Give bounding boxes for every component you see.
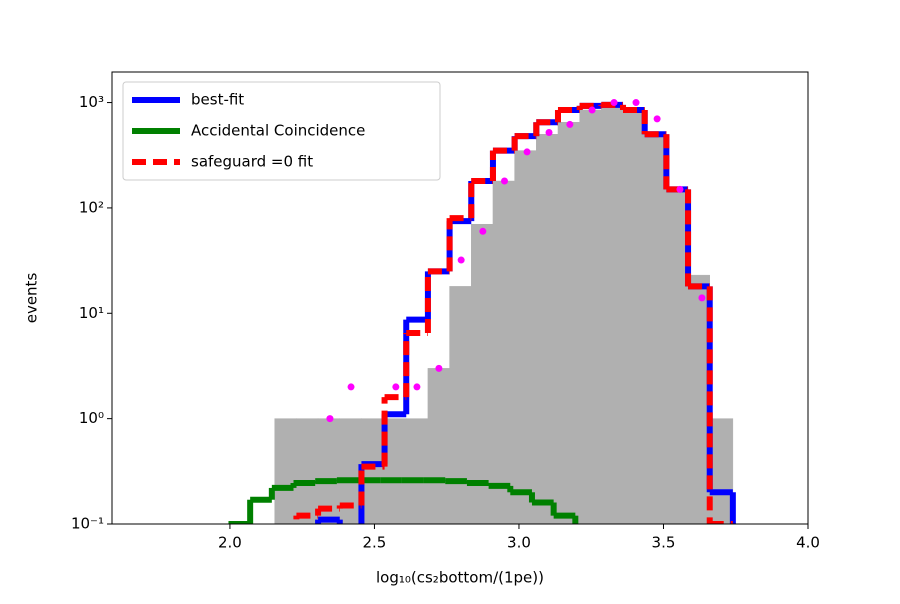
legend: best-fit Accidental Coincidence safeguard … bbox=[122, 81, 441, 181]
x-tick-label: 3.0 bbox=[507, 534, 531, 552]
scatter-point bbox=[435, 364, 443, 372]
scatter-point bbox=[523, 148, 531, 156]
y-tick-label: 10¹ bbox=[79, 304, 104, 322]
x-tick-label: 2.0 bbox=[218, 534, 242, 552]
histogram-bar bbox=[471, 223, 494, 524]
x-tick-label: 4.0 bbox=[796, 534, 820, 552]
scatter-point bbox=[588, 106, 596, 114]
legend-box bbox=[122, 81, 441, 181]
scatter-point bbox=[632, 99, 640, 107]
scatter-point bbox=[501, 177, 509, 185]
histogram-bar bbox=[601, 104, 624, 524]
y-axis-label: events bbox=[23, 273, 41, 324]
histogram-bar bbox=[687, 274, 710, 524]
scatter-point bbox=[545, 128, 553, 136]
histogram-bar bbox=[427, 368, 450, 524]
histogram-bar bbox=[536, 134, 559, 524]
scatter-point bbox=[457, 256, 465, 264]
x-tick-label: 3.5 bbox=[652, 534, 676, 552]
axes: 2.0 2.5 3.0 3.5 4.0 10⁻¹ 10⁰ 10¹ 10² 10³ bbox=[71, 93, 820, 551]
y-tick-label: 10³ bbox=[79, 93, 104, 111]
y-tick-label: 10² bbox=[79, 198, 104, 216]
scatter-point bbox=[676, 185, 684, 193]
legend-label: Accidental Coincidence bbox=[191, 122, 365, 140]
scatter-point bbox=[653, 115, 661, 123]
histogram-bar bbox=[579, 109, 602, 524]
histogram-bar bbox=[449, 286, 472, 524]
histogram-bar bbox=[514, 150, 537, 524]
y-tick-label: 10⁰ bbox=[79, 409, 104, 427]
histogram-bar bbox=[622, 108, 645, 524]
y-tick-label: 10⁻¹ bbox=[71, 515, 104, 533]
scatter-point bbox=[326, 415, 334, 423]
legend-label: best-fit bbox=[191, 91, 244, 109]
x-axis-label: log₁₀(cs₂bottom/(1pe)) bbox=[376, 569, 544, 587]
axes-frame bbox=[111, 71, 809, 525]
scatter-point bbox=[392, 383, 400, 391]
scatter-point bbox=[413, 383, 421, 391]
histogram-bar bbox=[666, 189, 689, 524]
scatter-point bbox=[566, 120, 574, 128]
scatter-point bbox=[610, 99, 618, 107]
scatter-point bbox=[347, 383, 355, 391]
plot-area bbox=[228, 99, 736, 524]
scatter-point bbox=[479, 227, 487, 235]
histogram-bar bbox=[644, 134, 667, 524]
scatter-point bbox=[698, 294, 706, 302]
legend-label: safeguard =0 fit bbox=[191, 153, 313, 171]
x-tick-label: 2.5 bbox=[363, 534, 387, 552]
histogram-bar bbox=[557, 122, 580, 524]
